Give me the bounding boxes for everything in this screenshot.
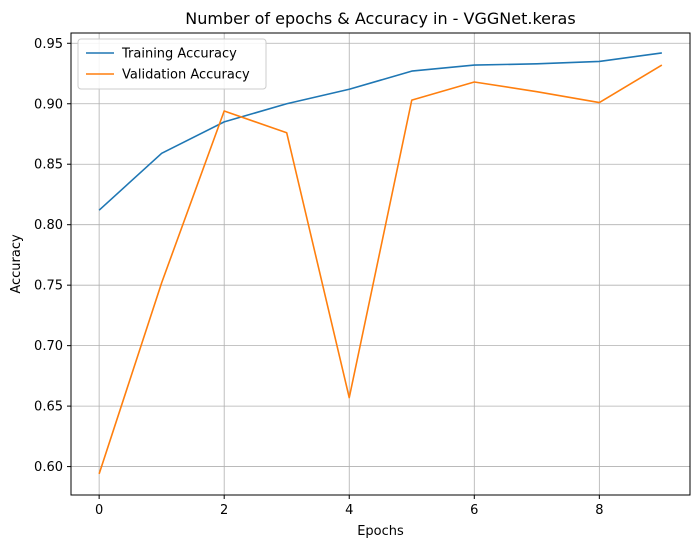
x-axis-title: Epochs bbox=[357, 524, 404, 539]
x-tick-label: 6 bbox=[470, 503, 478, 518]
y-tick-label: 0.80 bbox=[34, 218, 63, 233]
legend: Training Accuracy Validation Accuracy bbox=[77, 38, 267, 90]
y-tick-label: 0.60 bbox=[34, 460, 63, 475]
legend-box bbox=[77, 38, 267, 90]
x-tick-label: 0 bbox=[95, 503, 103, 518]
legend-label: Training Accuracy bbox=[121, 47, 237, 62]
y-tick-label: 0.85 bbox=[34, 158, 63, 173]
y-tick-label: 0.90 bbox=[34, 97, 63, 112]
y-tick-label: 0.95 bbox=[34, 37, 63, 52]
y-axis-title: Accuracy bbox=[9, 234, 24, 294]
legend-label: Validation Accuracy bbox=[122, 68, 250, 83]
y-tick-label: 0.65 bbox=[34, 400, 63, 415]
x-tick-label: 2 bbox=[220, 503, 228, 518]
y-tick-label: 0.75 bbox=[34, 279, 63, 294]
series-line-validation bbox=[98, 64, 663, 475]
x-tick-label: 8 bbox=[595, 503, 603, 518]
grid-lines bbox=[71, 33, 690, 495]
series-lines bbox=[98, 52, 663, 475]
x-tick-label: 4 bbox=[345, 503, 353, 518]
y-tick-label: 0.70 bbox=[34, 339, 63, 354]
axis-ticks: 0 2 4 6 8 0.60 0.65 0.70 0.75 0.80 0.85 0.90 0.95 bbox=[34, 37, 603, 518]
series-line-training bbox=[98, 52, 662, 211]
plot-frame bbox=[70, 32, 691, 496]
chart-title: Number of epochs & Accuracy in - VGGNet.… bbox=[185, 9, 575, 28]
